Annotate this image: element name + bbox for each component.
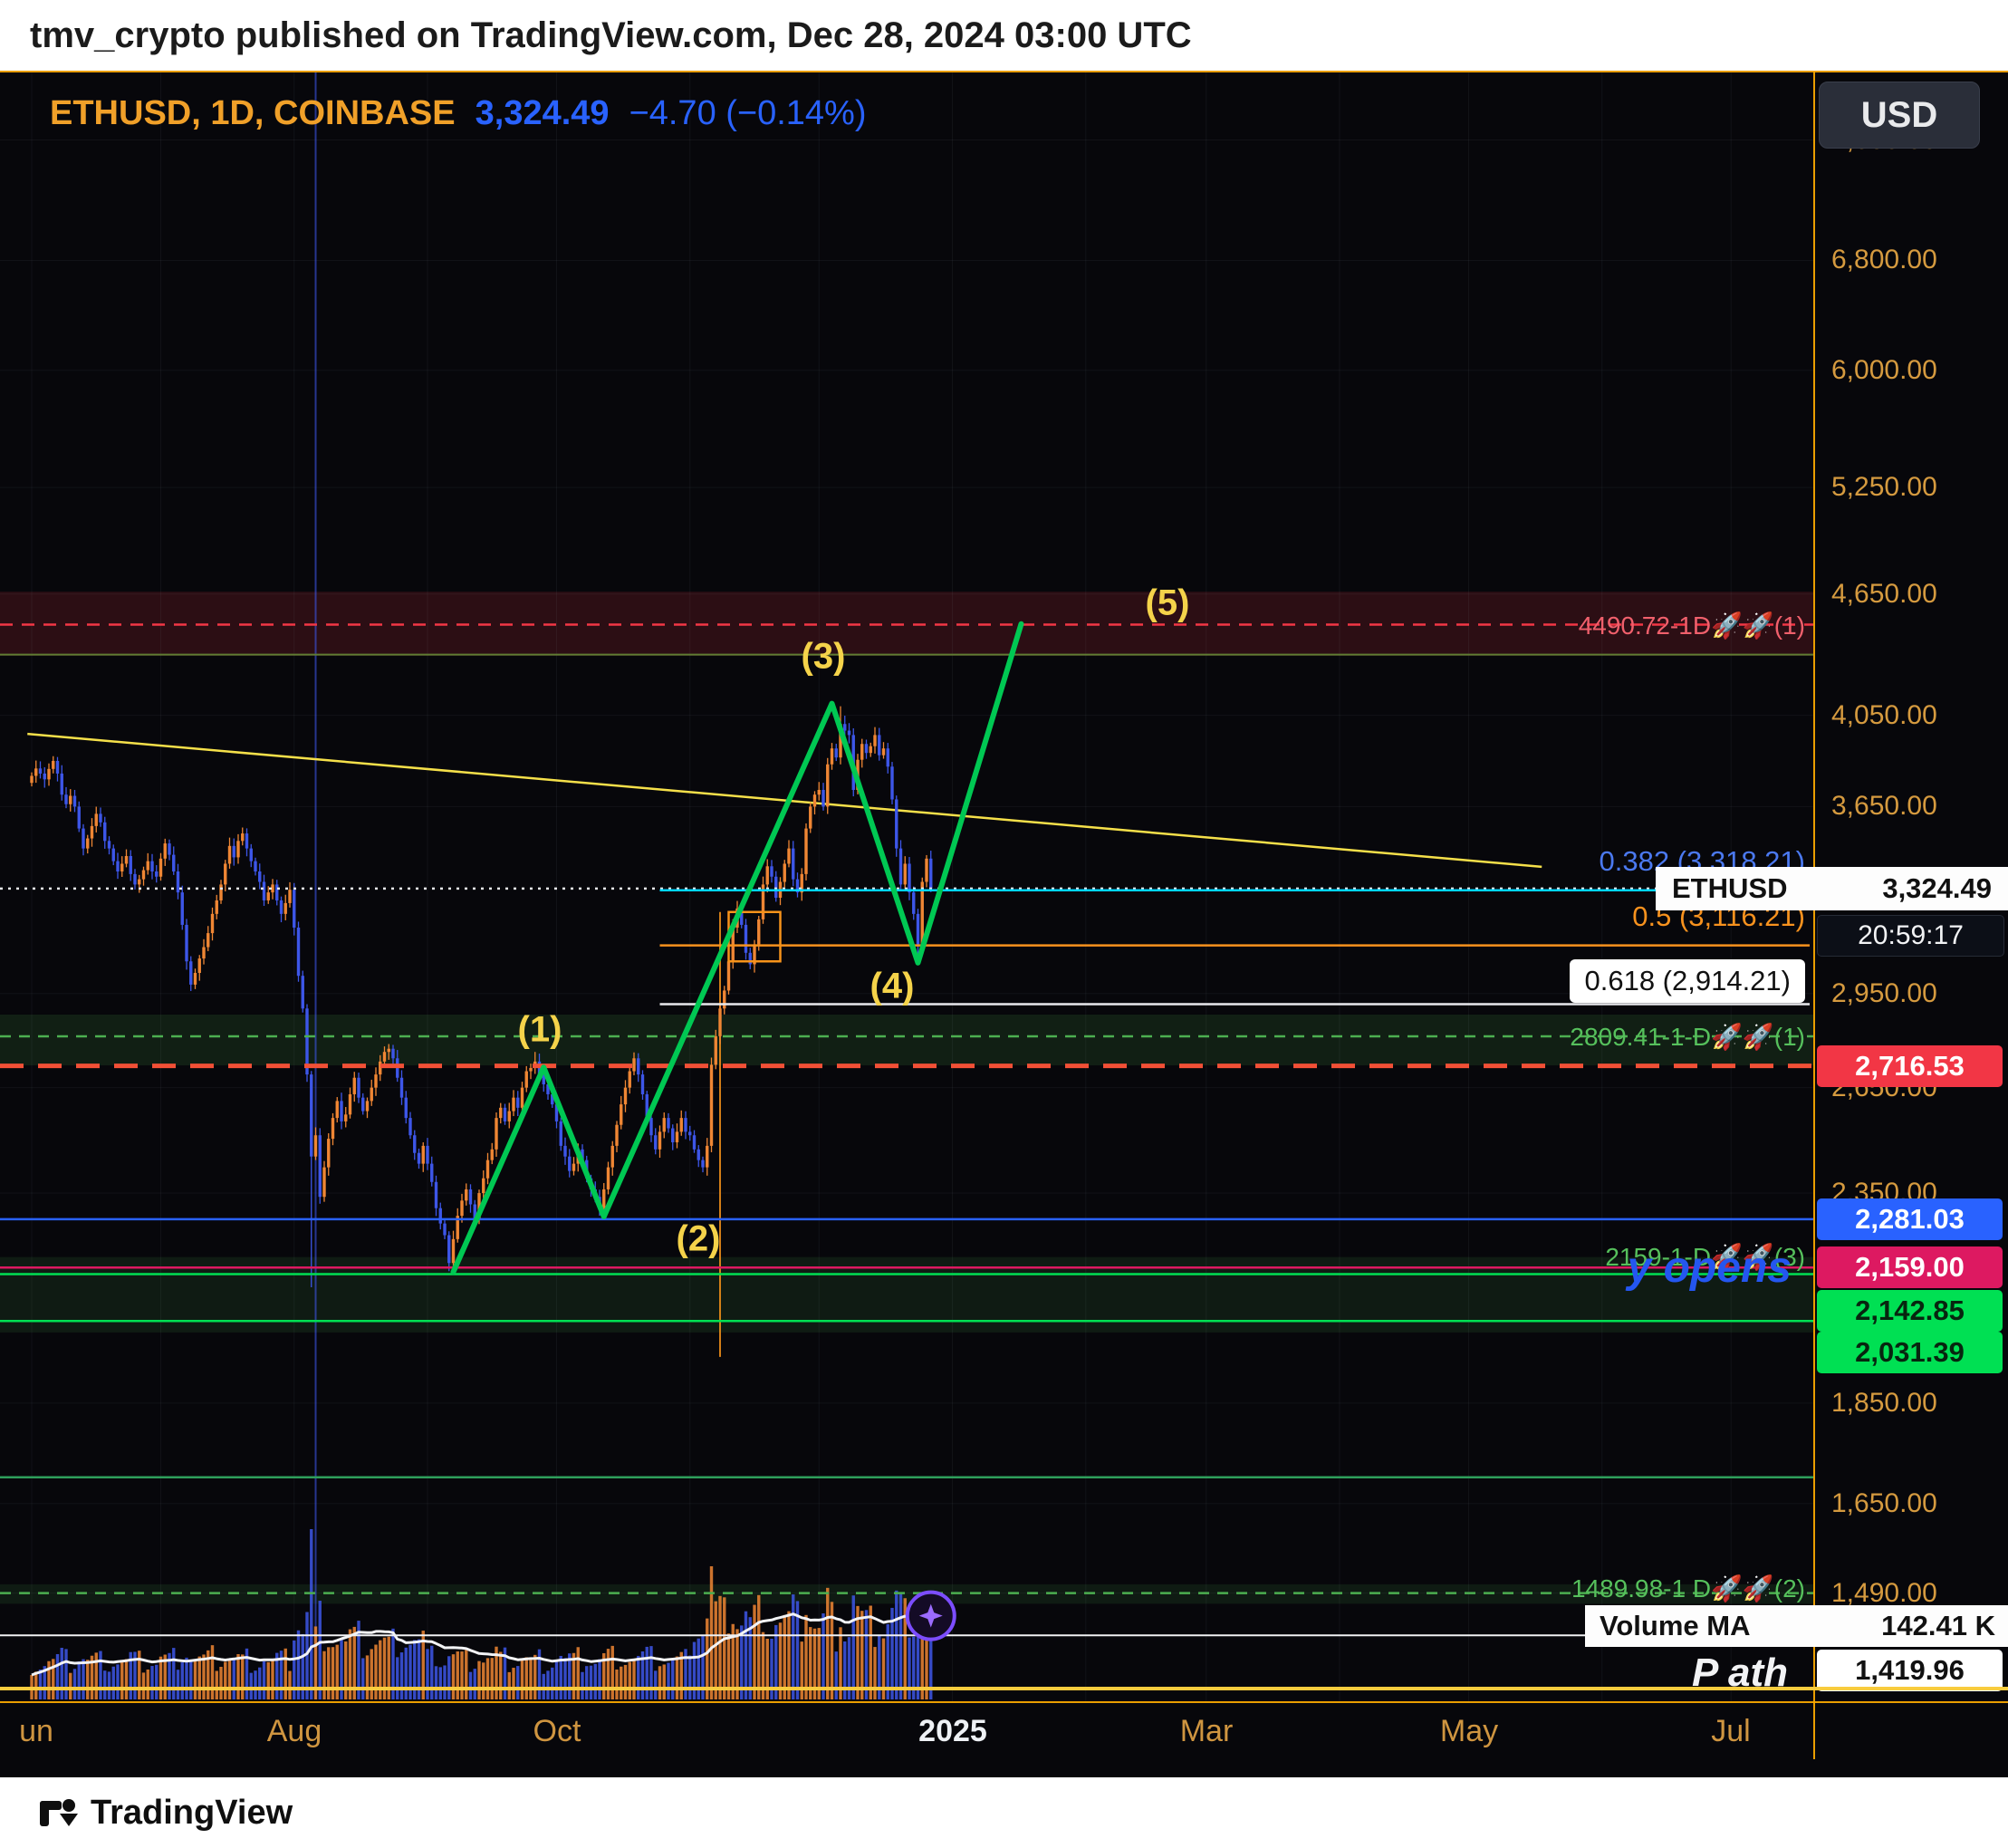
- last-price: 3,324.49: [475, 94, 610, 132]
- tradingview-logo-icon[interactable]: [38, 1792, 80, 1834]
- countdown-text: 20:59:17: [1858, 920, 1964, 950]
- price-tick: 2,950.00: [1831, 978, 1937, 1008]
- elliott-wave-label: (3): [801, 636, 846, 677]
- tradingview-wordmark[interactable]: TradingView: [91, 1793, 293, 1832]
- level-label: 2809.41-1-D🚀🚀(1): [1570, 1023, 1805, 1051]
- current-price-row: ETHUSD 3,324.49: [1656, 867, 2008, 910]
- price-change: −4.70 (−0.14%): [629, 94, 867, 132]
- elliott-wave-label: (1): [517, 1009, 562, 1050]
- price-axis-border: [1813, 71, 1815, 1759]
- currency-toggle-button[interactable]: USD: [1819, 82, 1980, 149]
- price-level-badge: 1,419.96: [1817, 1650, 2003, 1691]
- elliott-wave-label: (5): [1145, 582, 1190, 623]
- time-tick: Jul: [1711, 1714, 1751, 1748]
- price-level-badge: 2,142.85: [1817, 1290, 2003, 1332]
- price-tick: 4,050.00: [1831, 700, 1937, 730]
- price-tick: 6,000.00: [1831, 355, 1937, 385]
- path-text: P ath: [1692, 1651, 1788, 1695]
- attribution-text: tmv_crypto published on TradingView.com,…: [30, 14, 1192, 55]
- price-tick: 6,800.00: [1831, 245, 1937, 274]
- currency-label: USD: [1860, 94, 1938, 135]
- level-label: 2159-1-D🚀🚀(3): [1605, 1243, 1805, 1271]
- attribution-bar: tmv_crypto published on TradingView.com,…: [0, 0, 2008, 71]
- elliott-wave-label: (4): [869, 966, 915, 1006]
- price-tick: 4,650.00: [1831, 579, 1937, 609]
- volume-ma-row: Volume MA 142.41 K: [1585, 1605, 2008, 1647]
- price-tick: 1,650.00: [1831, 1488, 1937, 1518]
- chart-frame-top: [0, 71, 2008, 72]
- level-label: 4490.72-1D🚀🚀(1): [1578, 611, 1805, 640]
- price-tick: 1,850.00: [1831, 1388, 1937, 1418]
- chart-background: [0, 71, 2008, 1777]
- level-label: 1489.98-1 D🚀🚀(2): [1571, 1574, 1805, 1603]
- time-axis-border: [0, 1701, 2008, 1703]
- price-tick: 5,250.00: [1831, 472, 1937, 502]
- current-symbol-label: ETHUSD: [1672, 872, 1788, 904]
- time-tick: un: [19, 1714, 53, 1748]
- price-level-badge: 2,281.03: [1817, 1198, 2003, 1240]
- price-level-badge: 2,031.39: [1817, 1332, 2003, 1373]
- volume-ma-label: Volume MA: [1600, 1610, 1751, 1641]
- time-tick: May: [1439, 1714, 1499, 1748]
- symbol-legend[interactable]: ETHUSD, 1D, COINBASE 3,324.49 −4.70 (−0.…: [50, 94, 867, 133]
- price-tick: 1,490.00: [1831, 1578, 1937, 1608]
- time-tick: 2025: [918, 1714, 987, 1748]
- bar-countdown-badge: 20:59:17: [1817, 915, 2004, 957]
- elliott-wave-label: (2): [676, 1218, 721, 1259]
- time-tick: Mar: [1179, 1714, 1234, 1748]
- price-tick: 3,650.00: [1831, 791, 1937, 821]
- price-level-badge: 2,159.00: [1817, 1246, 2003, 1288]
- time-tick: Aug: [266, 1714, 322, 1748]
- fib-label: 0.618 (2,914.21): [1570, 959, 1805, 1003]
- footer-bar: TradingView: [0, 1777, 2008, 1848]
- price-level-badge: 2,716.53: [1817, 1045, 2003, 1087]
- y-opens-text: y opens: [1627, 1244, 1792, 1292]
- symbol-title[interactable]: ETHUSD, 1D, COINBASE: [50, 94, 456, 132]
- current-price-badge: 3,324.49: [1882, 872, 1992, 904]
- time-tick: Oct: [533, 1714, 581, 1748]
- volume-ma-value: 142.41 K: [1881, 1610, 1995, 1641]
- yellow-bottom-line: [0, 1687, 2008, 1690]
